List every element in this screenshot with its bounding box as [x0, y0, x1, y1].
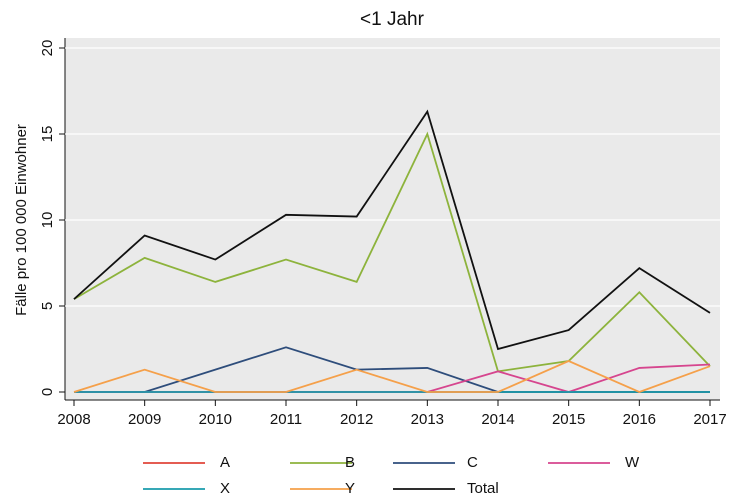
y-tick-label: 0	[39, 388, 56, 396]
x-tick-label: 2008	[57, 411, 90, 428]
x-tick-label: 2012	[340, 411, 373, 428]
chart-title: <1 Jahr	[360, 9, 425, 30]
y-tick-label: 15	[39, 126, 56, 143]
legend-label: Y	[345, 480, 355, 497]
series-line	[73, 109, 711, 351]
y-tick-label: 5	[39, 302, 56, 310]
legend-label: B	[345, 454, 355, 471]
y-tick-label: 10	[39, 212, 56, 229]
legend-label: A	[220, 454, 230, 471]
x-tick-label: 2016	[623, 411, 656, 428]
x-tick-label: 2017	[693, 411, 726, 428]
x-tick-label: 2013	[411, 411, 444, 428]
x-tick-label: 2014	[481, 411, 514, 428]
series-line	[73, 360, 711, 393]
legend-label: Total	[467, 480, 499, 497]
legend-label: W	[625, 454, 640, 471]
legend-label: X	[220, 480, 230, 497]
y-axis-label: Fälle pro 100 000 Einwohner	[13, 124, 30, 316]
y-tick-label: 20	[39, 40, 56, 57]
x-tick-label: 2009	[128, 411, 161, 428]
x-tick-label: 2010	[199, 411, 232, 428]
x-tick-label: 2011	[270, 411, 302, 428]
x-tick-label: 2015	[552, 411, 585, 428]
plot-area	[65, 38, 720, 400]
series-line	[73, 131, 711, 373]
legend-label: C	[467, 454, 478, 471]
